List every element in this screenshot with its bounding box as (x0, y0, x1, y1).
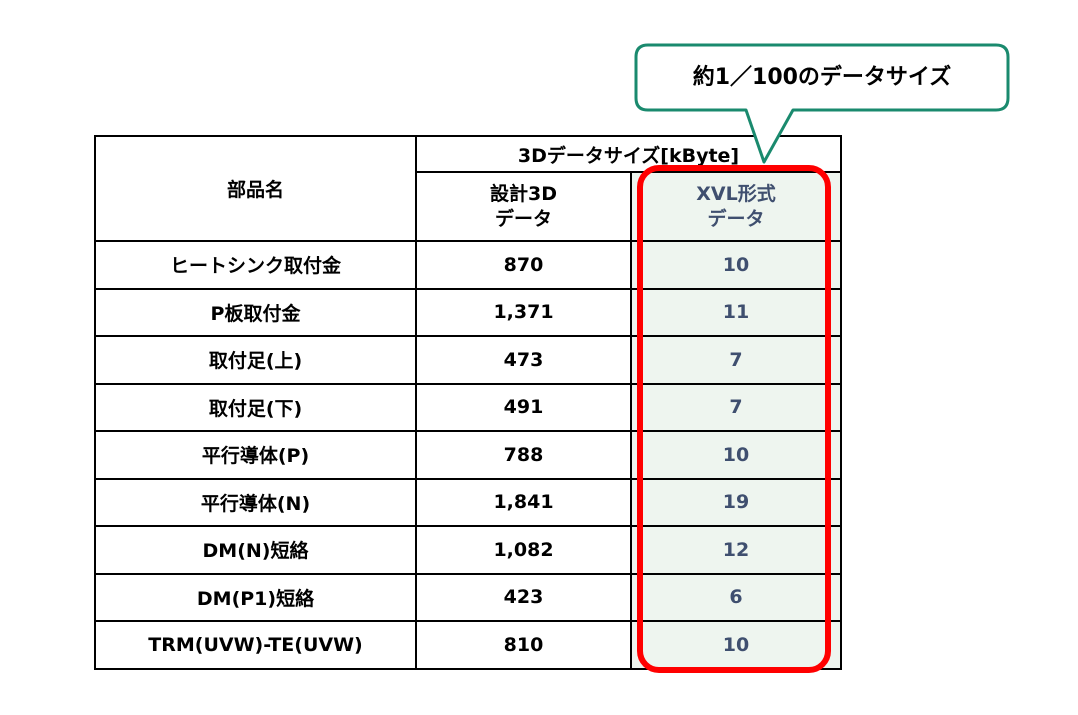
part-name-cell: 平行導体(P) (94, 430, 417, 480)
table-row: ヒートシンク取付金 870 10 (94, 240, 842, 290)
design-header-line1: 設計3D (490, 182, 557, 205)
xvl-size-cell: 10 (630, 620, 842, 670)
part-name-header: 部品名 (94, 135, 417, 242)
callout-text: 約1／100のデータサイズ (692, 65, 952, 90)
table-row: DM(N)短絡 1,082 12 (94, 525, 842, 575)
table-row: P板取付金 1,371 11 (94, 287, 842, 337)
xvl-header-line1: XVL形式 (696, 182, 776, 205)
design-size-cell: 870 (415, 240, 632, 290)
data-size-table: 部品名 3Dデータサイズ[kByte] 設計3D データ XVL形式 データ ヒ… (94, 135, 842, 670)
table-row: 取付足(下) 491 7 (94, 382, 842, 432)
part-name-cell: 取付足(下) (94, 382, 417, 432)
xvl-format-data-header: XVL形式 データ (630, 171, 842, 242)
part-name-cell: DM(P1)短絡 (94, 572, 417, 622)
table-row: 取付足(上) 473 7 (94, 335, 842, 385)
xvl-size-cell: 19 (630, 477, 842, 527)
part-name-cell: DM(N)短絡 (94, 525, 417, 575)
xvl-size-cell: 10 (630, 430, 842, 480)
part-name-cell: 平行導体(N) (94, 477, 417, 527)
design-3d-data-header: 設計3D データ (415, 171, 632, 242)
design-size-cell: 810 (415, 620, 632, 670)
xvl-size-cell: 10 (630, 240, 842, 290)
part-name-cell: P板取付金 (94, 287, 417, 337)
xvl-size-cell: 7 (630, 335, 842, 385)
design-size-cell: 473 (415, 335, 632, 385)
data-size-group-header: 3Dデータサイズ[kByte] (415, 135, 842, 173)
xvl-header-line2: データ (707, 207, 765, 230)
design-size-cell: 1,841 (415, 477, 632, 527)
design-size-cell: 423 (415, 572, 632, 622)
part-name-cell: ヒートシンク取付金 (94, 240, 417, 290)
xvl-size-cell: 6 (630, 572, 842, 622)
table-row: 平行導体(N) 1,841 19 (94, 477, 842, 527)
part-name-cell: TRM(UVW)-TE(UVW) (94, 620, 417, 670)
design-size-cell: 1,371 (415, 287, 632, 337)
table-row: DM(P1)短絡 423 6 (94, 572, 842, 622)
design-size-cell: 1,082 (415, 525, 632, 575)
table-row: 平行導体(P) 788 10 (94, 430, 842, 480)
design-size-cell: 788 (415, 430, 632, 480)
xvl-size-cell: 12 (630, 525, 842, 575)
design-size-cell: 491 (415, 382, 632, 432)
part-name-cell: 取付足(上) (94, 335, 417, 385)
design-header-line2: データ (494, 207, 552, 230)
xvl-size-cell: 7 (630, 382, 842, 432)
table-row: TRM(UVW)-TE(UVW) 810 10 (94, 620, 842, 670)
xvl-size-cell: 11 (630, 287, 842, 337)
